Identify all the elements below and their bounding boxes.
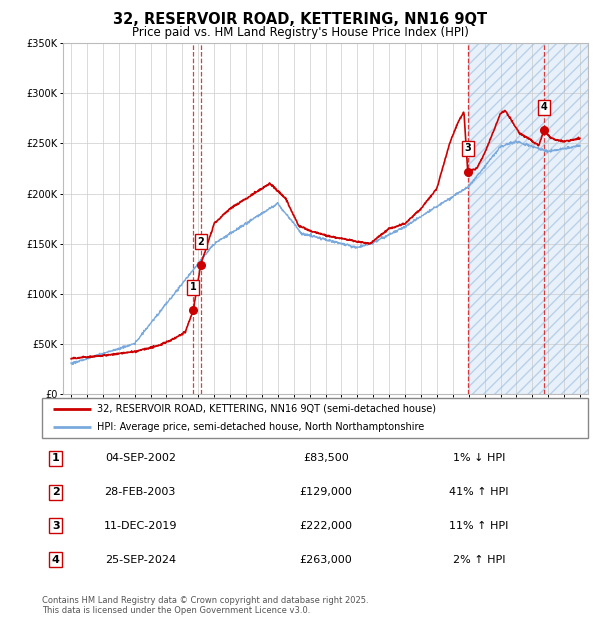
Text: 32, RESERVOIR ROAD, KETTERING, NN16 9QT (semi-detached house): 32, RESERVOIR ROAD, KETTERING, NN16 9QT … [97, 404, 436, 414]
Text: Price paid vs. HM Land Registry's House Price Index (HPI): Price paid vs. HM Land Registry's House … [131, 26, 469, 39]
Text: 04-SEP-2002: 04-SEP-2002 [105, 453, 176, 463]
Text: £129,000: £129,000 [299, 487, 352, 497]
Bar [468, 43, 588, 394]
Bar [468, 43, 588, 394]
Text: 11-DEC-2019: 11-DEC-2019 [104, 521, 177, 531]
Text: 11% ↑ HPI: 11% ↑ HPI [449, 521, 508, 531]
Text: 2: 2 [197, 237, 204, 247]
Text: 3: 3 [52, 521, 59, 531]
Text: Contains HM Land Registry data © Crown copyright and database right 2025.
This d: Contains HM Land Registry data © Crown c… [42, 596, 368, 615]
Text: 2: 2 [52, 487, 59, 497]
Text: 28-FEB-2003: 28-FEB-2003 [104, 487, 176, 497]
Text: HPI: Average price, semi-detached house, North Northamptonshire: HPI: Average price, semi-detached house,… [97, 422, 424, 433]
Text: 1: 1 [52, 453, 59, 463]
Text: 1% ↓ HPI: 1% ↓ HPI [452, 453, 505, 463]
Text: £222,000: £222,000 [299, 521, 352, 531]
Text: 1: 1 [190, 282, 197, 292]
Text: 32, RESERVOIR ROAD, KETTERING, NN16 9QT: 32, RESERVOIR ROAD, KETTERING, NN16 9QT [113, 12, 487, 27]
Text: 4: 4 [541, 102, 547, 112]
Text: £83,500: £83,500 [303, 453, 349, 463]
Text: 41% ↑ HPI: 41% ↑ HPI [449, 487, 509, 497]
Text: 2% ↑ HPI: 2% ↑ HPI [452, 555, 505, 565]
Text: £263,000: £263,000 [299, 555, 352, 565]
Text: 4: 4 [52, 555, 59, 565]
Text: 25-SEP-2024: 25-SEP-2024 [105, 555, 176, 565]
FancyBboxPatch shape [42, 398, 588, 438]
Text: 3: 3 [464, 143, 471, 154]
